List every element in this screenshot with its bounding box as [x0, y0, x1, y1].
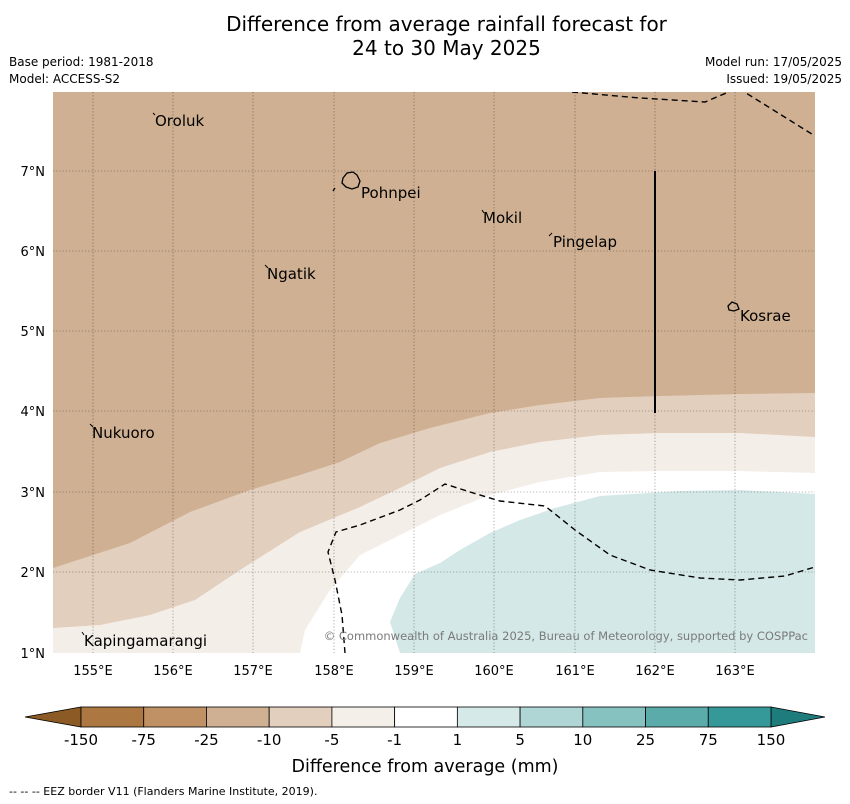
- place-labels: Oroluk Pohnpei Mokil Pingelap Ngatik Kos…: [84, 112, 791, 650]
- colorbar-segment: [268, 706, 333, 728]
- eez-borders: [327, 92, 815, 653]
- kosrae-island: [727, 301, 740, 312]
- lon-gridlines: [92, 92, 736, 653]
- colorbar-segment: [394, 706, 458, 728]
- lat-gridlines: [53, 170, 815, 573]
- place-label-kapingamarangi: Kapingamarangi: [84, 632, 207, 650]
- lat-label-2n: 2°N: [21, 566, 46, 581]
- colorbar-ticks: -150 -75 -25 -10 -5 -1 1 5 10 25 75 150: [64, 731, 785, 749]
- colorbar-segment: [80, 706, 145, 728]
- lon-label-156e: 156°E: [153, 664, 193, 679]
- colorbar-extend-high: [770, 706, 826, 728]
- lat-tick-labels: 1°N 2°N 3°N 4°N 5°N 6°N 7°N: [21, 165, 46, 662]
- copyright-text: © Commonwealth of Australia 2025, Bureau…: [324, 629, 808, 643]
- pohnpei-islet: [332, 187, 336, 192]
- colorbar-segments: [80, 706, 772, 728]
- colorbar-tick-label: 5: [515, 731, 525, 749]
- colorbar-tick-label: -150: [64, 731, 98, 749]
- colorbar-segment: [206, 706, 270, 728]
- wet-light-area: [390, 490, 815, 653]
- lon-label-158e: 158°E: [314, 664, 354, 679]
- place-label-ngatik: Ngatik: [267, 265, 316, 283]
- lat-label-3n: 3°N: [21, 486, 46, 501]
- colorbar-extend-low: [24, 706, 82, 728]
- dry-band: [53, 92, 815, 568]
- lat-label-5n: 5°N: [21, 325, 46, 340]
- colorbar-tick-label: -1: [387, 731, 402, 749]
- lat-label-7n: 7°N: [21, 165, 46, 180]
- colorbar-tick-label: 75: [699, 731, 718, 749]
- footnote: -- -- -- EEZ border V11 (Flanders Marine…: [9, 785, 318, 798]
- lon-tick-labels: 155°E 156°E 157°E 158°E 159°E 160°E 161°…: [73, 664, 755, 679]
- meta-right: Model run: 17/05/2025 Issued: 19/05/2025: [705, 54, 842, 88]
- lon-label-157e: 157°E: [233, 664, 273, 679]
- map-area: Oroluk Pohnpei Mokil Pingelap Ngatik Kos…: [53, 92, 815, 653]
- place-label-pingelap: Pingelap: [553, 233, 617, 251]
- title-line-2: 24 to 30 May 2025: [352, 36, 541, 60]
- colorbar-label: Difference from average (mm): [291, 757, 558, 777]
- lat-label-1n: 1°N: [21, 647, 46, 662]
- colorbar-tick-label: 25: [636, 731, 655, 749]
- colorbar-tick-label: 150: [757, 731, 786, 749]
- lat-label-6n: 6°N: [21, 245, 46, 260]
- place-label-mokil: Mokil: [483, 209, 522, 227]
- colorbar-tick-label: -5: [324, 731, 339, 749]
- title-line-1: Difference from average rainfall forecas…: [226, 12, 667, 36]
- colorbar-segment: [707, 706, 772, 728]
- colorbar-tick-label: -75: [131, 731, 156, 749]
- issued-date: Issued: 19/05/2025: [726, 72, 842, 86]
- colorbar-segment: [143, 706, 207, 728]
- lon-label-161e: 161°E: [555, 664, 595, 679]
- place-label-pohnpei: Pohnpei: [361, 184, 421, 202]
- lon-label-160e: 160°E: [474, 664, 514, 679]
- lon-label-162e: 162°E: [635, 664, 675, 679]
- colorbar-segment: [331, 706, 396, 728]
- colorbar-tick-label: -10: [257, 731, 282, 749]
- lon-label-155e: 155°E: [73, 664, 113, 679]
- place-label-nukuoro: Nukuoro: [92, 424, 155, 442]
- colorbar-segment: [519, 706, 584, 728]
- colorbar-segment: [645, 706, 709, 728]
- lat-label-4n: 4°N: [21, 405, 46, 420]
- base-period: Base period: 1981-2018: [9, 55, 154, 69]
- meta-left: Base period: 1981-2018 Model: ACCESS-S2: [9, 54, 154, 88]
- colorbar-segment: [582, 706, 646, 728]
- model-run: Model run: 17/05/2025: [704, 55, 842, 69]
- colorbar-tick-label: -25: [194, 731, 219, 749]
- lon-label-163e: 163°E: [715, 664, 755, 679]
- colorbar-tick-label: 10: [573, 731, 592, 749]
- pohnpei-island: [341, 171, 361, 190]
- colorbar-tick-label: 1: [453, 731, 463, 749]
- chart-title: Difference from average rainfall forecas…: [0, 12, 850, 60]
- place-markers: [81, 112, 553, 636]
- place-label-kosrae: Kosrae: [740, 307, 791, 325]
- lon-label-159e: 159°E: [394, 664, 434, 679]
- colorbar: -150 -75 -25 -10 -5 -1 1 5 10 25 75 150 Difference …: [24, 706, 826, 777]
- colorbar-segment: [456, 706, 521, 728]
- model-name: Model: ACCESS-S2: [9, 72, 121, 86]
- place-label-oroluk: Oroluk: [155, 112, 204, 130]
